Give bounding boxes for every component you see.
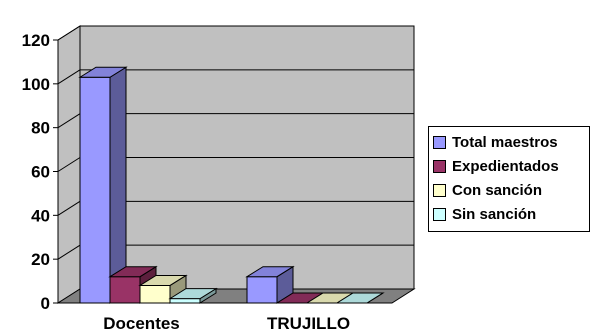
bar-front bbox=[79, 76, 111, 304]
y-tick-label: 120 bbox=[22, 31, 50, 50]
y-tick-label: 100 bbox=[22, 75, 50, 94]
legend-item: Con sanción bbox=[433, 178, 589, 202]
gridlines bbox=[57, 25, 414, 260]
y-tick-label: 80 bbox=[31, 119, 50, 138]
legend-label: Con sanción bbox=[452, 181, 543, 199]
legend-label: Expedientados bbox=[452, 157, 559, 175]
legend-label: Sin sanción bbox=[452, 205, 537, 223]
legend-item: Expedientados bbox=[433, 154, 589, 178]
bar-front bbox=[246, 276, 278, 304]
legend-swatch bbox=[433, 183, 446, 197]
bar bbox=[78, 66, 128, 304]
bars bbox=[78, 66, 385, 304]
bar-top bbox=[108, 266, 158, 278]
bar-top bbox=[245, 266, 295, 278]
legend-item: Sin sanción bbox=[433, 202, 589, 226]
bar-top bbox=[168, 288, 218, 300]
legend-swatch bbox=[433, 159, 446, 173]
category-label: TRUJILLO bbox=[267, 314, 350, 333]
bar-top bbox=[78, 66, 128, 78]
gridline-side bbox=[57, 157, 81, 172]
y-tick-label: 40 bbox=[31, 206, 50, 225]
bar bbox=[168, 287, 218, 304]
gridline-side bbox=[57, 244, 81, 260]
y-tick-labels: 0 20 40 60 80 100 120 bbox=[22, 31, 50, 313]
legend: Total maestros Expedientados Con sanción… bbox=[428, 126, 590, 232]
gridline-side bbox=[57, 25, 81, 41]
legend-swatch bbox=[433, 135, 446, 149]
legend-swatch bbox=[433, 207, 446, 221]
bar bbox=[245, 265, 295, 304]
gridline-side bbox=[57, 113, 81, 129]
y-tick-label: 0 bbox=[41, 294, 50, 313]
legend-label: Total maestros bbox=[452, 133, 558, 151]
bar-front bbox=[139, 284, 171, 304]
category-labels: Docentes TRUJILLO bbox=[103, 314, 350, 333]
bar bbox=[335, 292, 385, 304]
y-tick-label: 20 bbox=[31, 250, 50, 269]
y-tick-label: 60 bbox=[31, 163, 50, 182]
gridline-side bbox=[57, 200, 81, 216]
bar-front bbox=[169, 298, 201, 304]
category-label: Docentes bbox=[103, 314, 180, 333]
gridline-side bbox=[57, 69, 81, 85]
bar-top bbox=[138, 274, 188, 286]
bar bbox=[138, 274, 188, 304]
bar-top bbox=[335, 292, 385, 304]
legend-item: Total maestros bbox=[433, 130, 589, 154]
bar-front bbox=[109, 276, 141, 304]
